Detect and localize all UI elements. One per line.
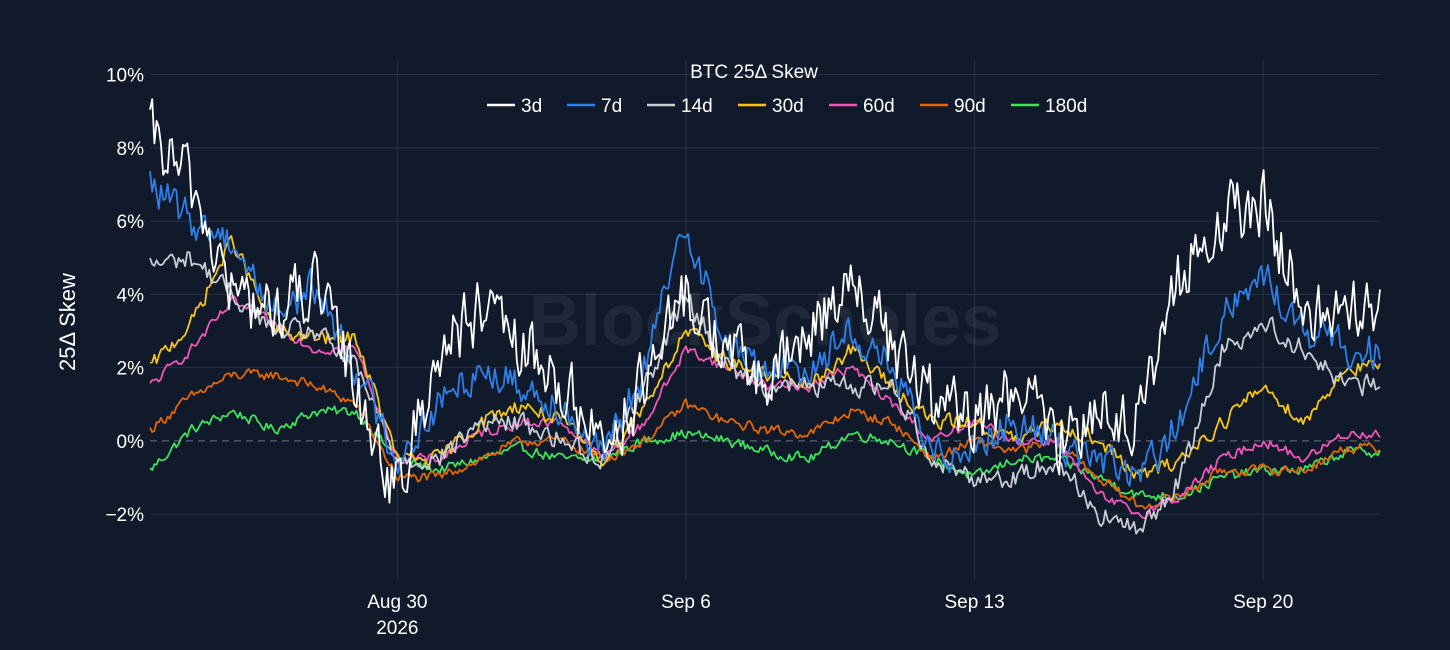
x-tick-label: Aug 30 [367,592,427,613]
chart-title: BTC 25Δ Skew [690,62,818,83]
watermark: BlockScholes [529,281,1001,361]
legend-item-60d[interactable]: 60d [829,96,895,117]
legend-item-30d[interactable]: 30d [738,96,804,117]
legend-item-180d[interactable]: 180d [1011,96,1087,117]
y-tick-label: 4% [117,285,145,306]
x-tick-sublabel: 2026 [376,618,418,639]
legend-label: 180d [1045,96,1087,117]
x-tick-label: Sep 20 [1233,592,1293,613]
y-tick-label: 2% [117,359,145,380]
legend-label: 14d [681,96,713,117]
legend-label: 3d [521,96,542,117]
legend-label: 90d [954,96,986,117]
y-axis-ticks: −2% 0% 2% 4% 6% 8% 10% [105,66,144,526]
series-line-14d [149,251,1381,535]
legend-item-3d[interactable]: 3d [487,96,542,117]
series-line-30d [149,235,1381,479]
series-line-60d [149,295,1381,520]
legend[interactable]: 3d 7d 14d 30d 60d 90d 180d [487,96,1087,117]
y-tick-label: 6% [117,212,145,233]
x-axis-ticks: Aug 30 2026 Sep 6 Sep 13 Sep 20 [367,592,1293,639]
y-tick-label: 0% [117,432,145,453]
x-tick-label: Sep 6 [661,592,711,613]
x-tick-label: Sep 13 [944,592,1004,613]
y-tick-label: 8% [117,139,145,160]
legend-item-14d[interactable]: 14d [647,96,713,117]
series-line-3d [149,98,1381,504]
series-lines [149,98,1381,535]
series-line-7d [149,171,1381,487]
y-axis-label: 25Δ Skew [55,273,80,371]
y-tick-label: 10% [106,66,144,87]
legend-item-7d[interactable]: 7d [567,96,622,117]
legend-item-90d[interactable]: 90d [920,96,986,117]
y-tick-label: −2% [105,505,144,526]
legend-label: 30d [772,96,804,117]
legend-label: 7d [601,96,622,117]
legend-label: 60d [863,96,895,117]
